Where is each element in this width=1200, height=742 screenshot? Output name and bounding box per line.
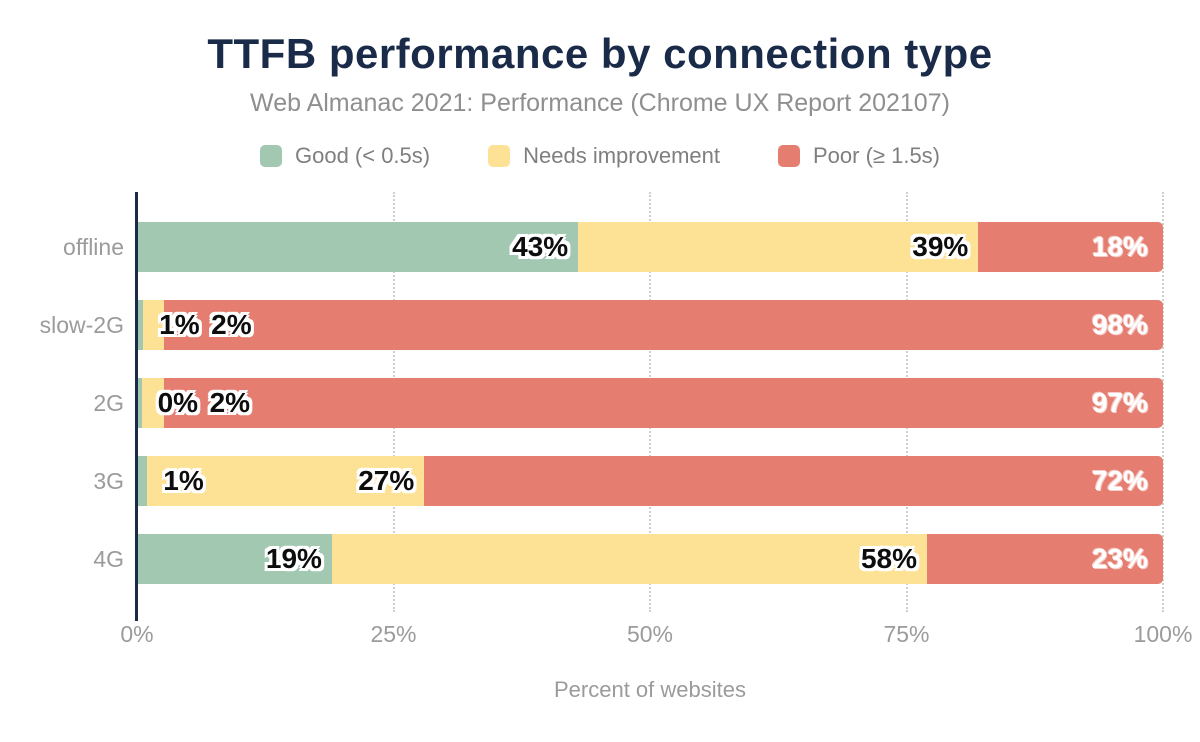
legend: Good (< 0.5s) Needs improvement Poor (≥ 1.… (0, 139, 1200, 173)
segment-label-poor: 18% (1091, 231, 1148, 262)
bar-row-slow-2G: 1% 2% 98% (137, 300, 1163, 350)
bar-row-3G: 1% 27% 72% (137, 456, 1163, 506)
x-tick-100: 100% (1133, 621, 1193, 647)
segment-poor[interactable] (163, 300, 1163, 350)
segment-label-poor: 98% (1091, 309, 1148, 340)
chart-subtitle: Web Almanac 2021: Performance (Chrome UX… (250, 89, 950, 117)
segment-label-needs_improvement: 2% (209, 387, 251, 418)
segment-label-good: 0% (157, 387, 199, 418)
y-axis-label-4G: 4G (93, 546, 124, 572)
legend-item-needs_improvement: Needs improvement (488, 143, 720, 169)
segment-good[interactable] (137, 456, 148, 506)
chart-title: TTFB performance by connection type (207, 30, 993, 77)
legend-swatch-needs_improvement (488, 145, 511, 167)
bar-row-offline: 43% 39% 18% (137, 222, 1163, 272)
x-tick-25: 25% (370, 621, 417, 647)
segment-poor[interactable] (164, 378, 1163, 428)
segment-label-good: 1% (163, 465, 204, 496)
plot-area: 43% 39% 18% 1% 2% 98% 0% 2% 97% 1% 27% 72% 19% 58% 23% (135, 192, 1164, 621)
segment-needs_improvement[interactable] (143, 300, 164, 350)
segment-label-good: 1% (159, 309, 200, 340)
segment-poor[interactable] (424, 456, 1163, 506)
y-axis-label-2G: 2G (93, 390, 124, 416)
segment-label-good: 43% (512, 231, 569, 262)
bar-row-4G: 19% 58% 23% (137, 534, 1163, 584)
segment-label-poor: 72% (1091, 465, 1148, 496)
segment-label-needs_improvement: 2% (211, 309, 252, 340)
segment-good[interactable] (137, 534, 332, 584)
legend-label-poor: Poor (≥ 1.5s) (813, 143, 941, 168)
segment-needs_improvement[interactable] (147, 456, 425, 506)
segment-label-needs_improvement: 58% (860, 543, 918, 574)
legend-label-good: Good (< 0.5s) (294, 143, 431, 168)
legend-swatch-poor (778, 145, 800, 167)
segment-poor[interactable] (978, 222, 1163, 272)
segment-needs_improvement[interactable] (141, 378, 165, 428)
segment-label-needs_improvement: 39% (912, 231, 969, 262)
segment-label-needs_improvement: 27% (358, 465, 415, 496)
x-axis-zero-tick (135, 612, 138, 621)
segment-poor[interactable] (927, 534, 1163, 584)
segment-needs_improvement[interactable] (578, 222, 979, 272)
y-axis-label-3G: 3G (93, 468, 124, 494)
legend-item-good: Good (< 0.5s) (259, 143, 431, 169)
y-axis-line (135, 192, 138, 612)
segment-needs_improvement[interactable] (331, 534, 928, 584)
x-tick-50: 50% (626, 621, 674, 647)
y-axis-label-slow-2G: slow-2G (39, 312, 124, 338)
x-tick-0: 0% (120, 621, 154, 647)
x-axis-title: Percent of websites (554, 677, 746, 702)
gridline-100 (1162, 192, 1164, 612)
y-axis-label-offline: offline (63, 234, 124, 260)
segment-label-good: 19% (265, 543, 322, 574)
legend-label-needs_improvement: Needs improvement (523, 143, 720, 168)
bar-row-2G: 0% 2% 97% (137, 378, 1163, 428)
x-tick-75: 75% (883, 621, 930, 647)
segment-label-poor: 23% (1091, 543, 1148, 574)
segment-good[interactable] (137, 222, 579, 272)
legend-item-poor: Poor (≥ 1.5s) (778, 143, 940, 169)
segment-good[interactable] (137, 378, 142, 428)
segment-label-poor: 97% (1091, 387, 1148, 418)
segment-good[interactable] (137, 300, 144, 350)
legend-swatch-good (259, 145, 282, 167)
